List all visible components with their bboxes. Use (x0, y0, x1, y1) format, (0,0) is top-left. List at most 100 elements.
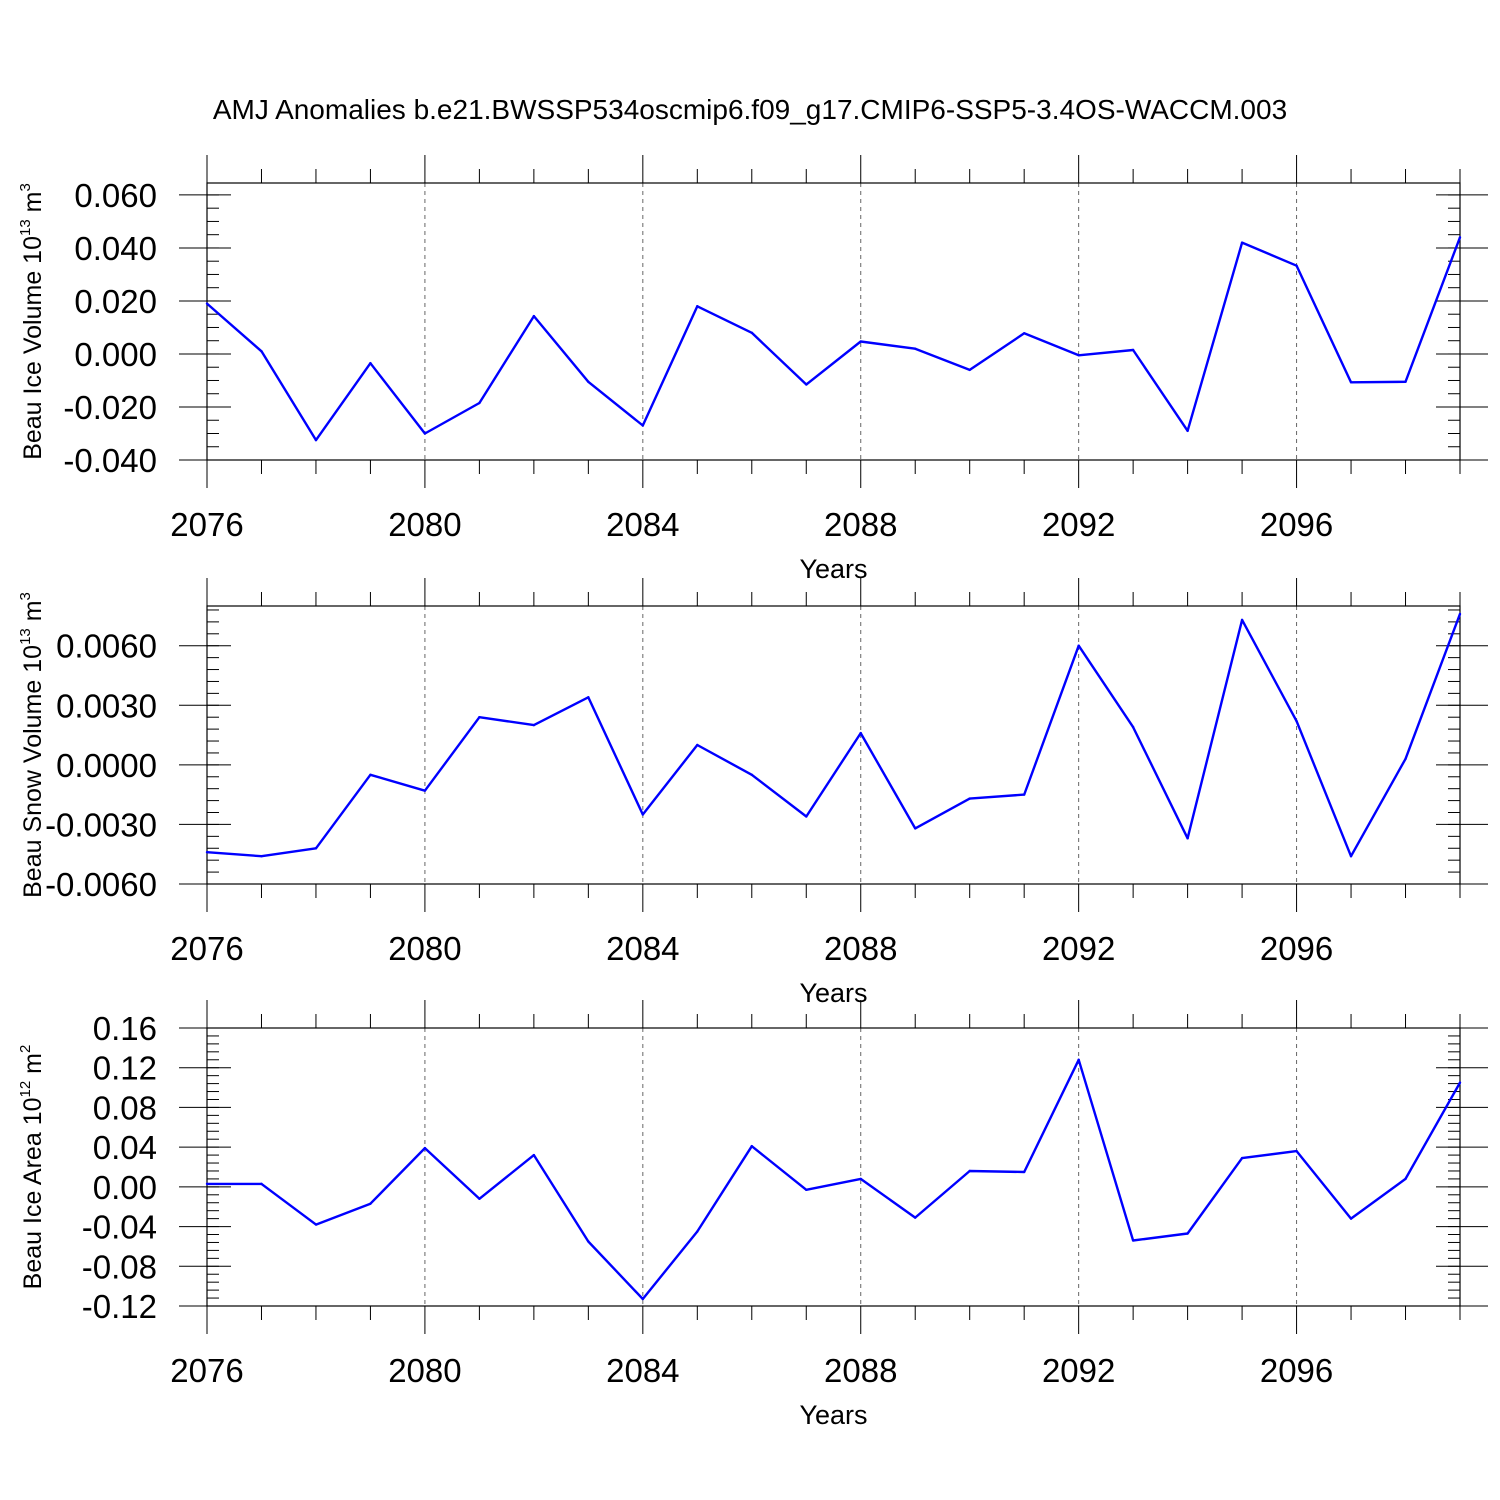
y-tick-label: 0.040 (74, 230, 157, 267)
data-point (205, 851, 209, 854)
series-line (206, 613, 1462, 858)
data-point (1077, 354, 1080, 357)
y-tick-label: -0.08 (82, 1248, 157, 1285)
x-tick-label: 2088 (824, 930, 897, 967)
x-tick-label: 2084 (606, 506, 679, 543)
data-point (478, 1197, 481, 1200)
y-axis-label: Beau Ice Area 1012 m2 (17, 1045, 47, 1290)
plot-frame (206, 605, 1461, 885)
data-point (1131, 348, 1135, 352)
data-point (260, 1182, 263, 1186)
data-point (587, 696, 590, 699)
data-point (1404, 380, 1407, 384)
series-line (206, 236, 1462, 442)
data-point (1458, 1081, 1462, 1084)
x-tick-label: 2076 (170, 506, 243, 543)
y-axis-label-text: Beau Ice Volume 10 (19, 236, 47, 460)
x-tick-label: 2092 (1042, 930, 1115, 967)
y-tick-label: 0.0030 (56, 687, 157, 724)
data-point (205, 1182, 209, 1186)
y-tick-label: -0.020 (63, 389, 157, 426)
data-point (1186, 837, 1189, 840)
data-point (423, 1146, 427, 1150)
x-axis-label: Years (799, 1400, 867, 1430)
y-tick-label: 0.04 (93, 1129, 157, 1166)
plot-frame (206, 1027, 1461, 1307)
data-point (914, 1216, 917, 1219)
x-tick-label: 2088 (824, 506, 897, 543)
data-point (859, 731, 862, 735)
chart-title: AMJ Anomalies b.e21.BWSSP534oscmip6.f09_… (213, 94, 1287, 125)
data-point (641, 1297, 645, 1301)
y-axis-label-unit-exponent: 2 (17, 1045, 34, 1053)
x-axis-label: Years (799, 978, 867, 1008)
data-point (1404, 757, 1407, 761)
y-tick-label: 0.16 (93, 1010, 157, 1047)
x-tick-label: 2096 (1260, 506, 1333, 543)
x-tick-label: 2080 (388, 506, 461, 543)
y-axis-label-unit: m (19, 192, 47, 220)
data-point (369, 362, 372, 365)
data-point (478, 401, 481, 405)
data-point (1077, 644, 1080, 647)
data-point (1295, 264, 1298, 267)
data-point (1240, 1156, 1244, 1160)
y-axis-label-text: Beau Snow Volume 10 (19, 645, 47, 898)
data-point (805, 1188, 808, 1192)
panel-1: -0.040 -0.020 0.000 0.020 0.040 0.060 2076 2080… (17, 155, 1488, 584)
data-point (968, 797, 971, 800)
y-axis-label-unit-exponent: 3 (17, 183, 34, 191)
data-point (914, 347, 917, 350)
y-axis-label-text: Beau Ice Area 10 (19, 1098, 47, 1290)
data-point (805, 383, 808, 386)
data-point (1349, 855, 1353, 858)
series-line (207, 1058, 1462, 1301)
y-axis-label-exponent: 13 (17, 628, 34, 645)
data-point (1349, 381, 1353, 384)
x-axis-label: Years (799, 554, 867, 584)
data-point (1458, 612, 1462, 616)
x-tick-label: 2084 (606, 930, 679, 967)
chart-panels: -0.040 -0.020 0.000 0.020 0.040 0.060 2076 2080… (17, 155, 1488, 1430)
data-point (968, 368, 971, 372)
data-point (696, 1230, 699, 1233)
data-point (314, 1223, 318, 1226)
data-point (314, 847, 318, 850)
data-point (478, 716, 481, 719)
y-tick-label: -0.04 (82, 1209, 157, 1246)
data-point (532, 723, 536, 727)
data-point (1077, 1058, 1080, 1061)
data-point (369, 773, 372, 776)
y-axis-label-unit-exponent: 3 (17, 592, 34, 600)
y-axis-label-unit: m (19, 600, 47, 628)
data-point (532, 314, 536, 318)
data-point (1458, 236, 1462, 239)
y-tick-label: 0.0060 (56, 628, 157, 665)
plot-frame (206, 182, 1461, 461)
data-point (859, 340, 862, 343)
data-point (641, 813, 645, 816)
data-point (587, 1240, 590, 1243)
y-tick-label: -0.040 (63, 442, 157, 479)
data-point (859, 1177, 862, 1181)
data-point (1131, 1239, 1135, 1242)
x-tick-label: 2084 (606, 1352, 679, 1389)
panel-3: -0.12-0.08-0.040.000.040.080.120.16 2076 2… (17, 1000, 1488, 1430)
data-point (750, 331, 753, 334)
y-tick-label: 0.12 (93, 1050, 157, 1087)
data-point (205, 302, 209, 305)
y-tick-label: 0.000 (74, 336, 157, 373)
y-tick-label: 0.08 (93, 1089, 157, 1126)
x-tick-label: 2096 (1260, 930, 1333, 967)
data-point (1022, 1170, 1026, 1174)
y-tick-label: 0.020 (74, 283, 157, 320)
y-tick-label: 0.060 (74, 177, 157, 214)
data-point (696, 743, 699, 747)
data-point (805, 815, 808, 818)
data-point (587, 380, 590, 384)
panel-2: -0.0060 -0.0030 0.0000 0.0030 0.0060 2076 2080… (17, 578, 1488, 1008)
y-axis-label-exponent: 12 (17, 1081, 34, 1098)
data-point (314, 438, 318, 442)
x-tick-label: 2076 (170, 1352, 243, 1389)
data-point (532, 1153, 536, 1157)
